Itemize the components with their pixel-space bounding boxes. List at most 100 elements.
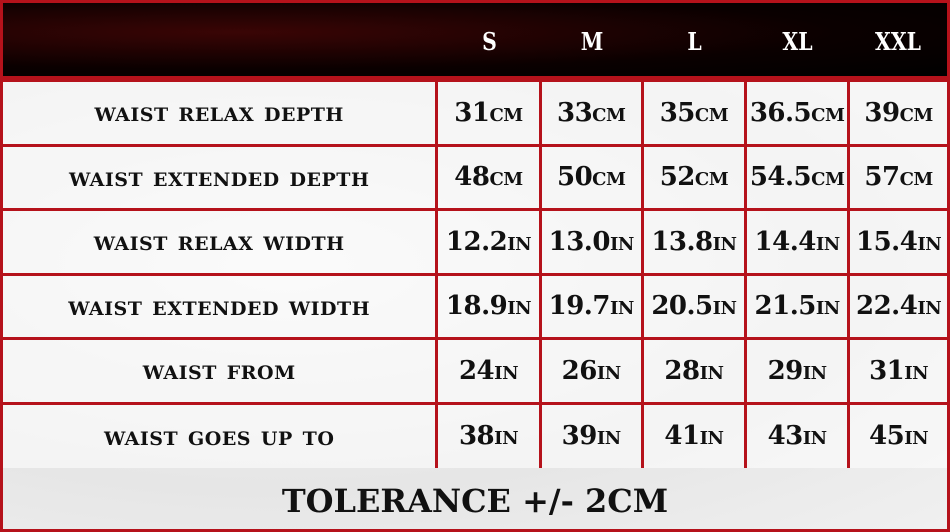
value-unit: cm (592, 104, 626, 126)
value-number: 33 (556, 97, 593, 128)
value-number: 18.9 (445, 291, 508, 322)
value-number: 19.7 (548, 291, 611, 322)
value-number: 13.8 (651, 226, 713, 257)
size-value-cell: 35cm (640, 79, 748, 147)
value-unit: cm (694, 104, 729, 126)
value-unit: cm (694, 169, 729, 191)
row-label: WAIST GOES UP TO (3, 401, 439, 468)
size-value-cell: 21.5in (744, 272, 851, 340)
value-number: 12.2 (445, 226, 508, 257)
size-value-cell: 15.4in (847, 208, 947, 276)
size-value-cell: 14.4in (744, 208, 851, 276)
size-value-cell: 45in (847, 401, 947, 468)
table-row: WAIST EXTENDED DEPTH 48cm 50cm 52cm 54.5cm 57… (3, 143, 947, 211)
value-number: 28 (664, 355, 700, 386)
size-value-cell: 31in (847, 337, 947, 405)
value-number: 31 (454, 97, 490, 128)
value-number: 20.5 (651, 291, 713, 322)
value-number: 36.5 (749, 97, 812, 128)
value-number: 26 (561, 355, 598, 386)
size-header: S M L XL XXL (3, 3, 947, 79)
value-unit: in (699, 428, 724, 449)
size-header-xxl: XXL (874, 26, 922, 56)
size-value-cell: 13.0in (538, 208, 644, 276)
table-row: WAIST RELAX DEPTH 31cm 33cm 35cm 36.5cm 39cm (3, 79, 947, 147)
row-label: WAIST EXTENDED DEPTH (3, 143, 439, 211)
value-number: 43 (767, 421, 804, 451)
size-value-cell: 33cm (538, 79, 644, 147)
value-unit: cm (899, 104, 934, 126)
table-row: WAIST EXTENDED WIDTH 18.9in 19.7in 20.5in 21… (3, 272, 947, 340)
value-unit: in (904, 428, 929, 449)
value-unit: in (917, 298, 942, 320)
value-number: 31 (869, 355, 905, 386)
value-unit: cm (592, 169, 626, 191)
value-unit: cm (811, 169, 845, 191)
size-header-s: S (482, 26, 497, 56)
value-unit: cm (811, 104, 845, 126)
value-number: 39 (561, 421, 598, 451)
size-value-cell: 50cm (538, 143, 644, 211)
value-unit: in (596, 362, 621, 384)
value-number: 54.5 (749, 162, 812, 193)
value-unit: in (507, 233, 532, 255)
size-header-xl: XL (782, 26, 813, 56)
value-unit: in (609, 233, 634, 255)
value-number: 45 (869, 421, 905, 451)
table-row: WAIST FROM 24in 26in 28in 29in 31in (3, 337, 947, 405)
size-value-cell: 18.9in (435, 272, 542, 340)
row-label: WAIST EXTENDED WIDTH (3, 272, 439, 340)
value-unit: in (609, 298, 634, 320)
size-value-cell: 29in (744, 337, 851, 405)
value-unit: in (802, 428, 827, 449)
size-value-cell: 26in (538, 337, 644, 405)
value-number: 21.5 (754, 291, 817, 322)
value-unit: in (494, 428, 519, 449)
value-unit: cm (489, 169, 523, 191)
value-unit: in (802, 362, 827, 384)
size-value-cell: 57cm (847, 143, 947, 211)
value-number: 39 (864, 97, 900, 128)
value-unit: in (917, 233, 942, 255)
value-unit: in (494, 362, 519, 384)
value-number: 38 (458, 421, 495, 451)
value-unit: in (712, 298, 737, 320)
size-value-cell: 28in (640, 337, 748, 405)
size-value-cell: 48cm (435, 143, 542, 211)
value-unit: in (596, 428, 621, 449)
size-value-cell: 22.4in (847, 272, 947, 340)
size-value-cell: 36.5cm (744, 79, 851, 147)
value-number: 14.4 (754, 226, 817, 257)
size-header-l: L (687, 26, 702, 56)
value-number: 15.4 (856, 226, 918, 257)
size-value-cell: 41in (640, 401, 748, 468)
row-label: WAIST RELAX WIDTH (3, 208, 439, 276)
value-unit: in (904, 362, 929, 384)
size-value-cell: 39cm (847, 79, 947, 147)
value-number: 24 (458, 355, 495, 386)
size-value-cell: 24in (435, 337, 542, 405)
size-value-cell: 38in (435, 401, 542, 468)
size-value-cell: 52cm (640, 143, 748, 211)
value-unit: cm (899, 169, 934, 191)
value-number: 29 (767, 355, 804, 386)
value-number: 57 (864, 162, 900, 193)
value-unit: in (815, 233, 840, 255)
value-unit: cm (489, 104, 523, 126)
value-number: 35 (659, 97, 696, 128)
value-unit: in (712, 233, 737, 255)
row-label: WAIST RELAX DEPTH (3, 79, 439, 147)
value-number: 50 (556, 162, 593, 193)
size-value-cell: 39in (538, 401, 644, 468)
size-table: WAIST RELAX DEPTH 31cm 33cm 35cm 36.5cm 39cm W… (3, 79, 947, 468)
value-unit: in (815, 298, 840, 320)
size-value-cell: 20.5in (640, 272, 748, 340)
table-row: WAIST RELAX WIDTH 12.2in 13.0in 13.8in 14.4i… (3, 208, 947, 276)
size-header-m: M (580, 26, 604, 56)
value-unit: in (699, 362, 724, 384)
size-value-cell: 54.5cm (744, 143, 851, 211)
value-number: 22.4 (856, 291, 918, 322)
size-value-cell: 12.2in (435, 208, 542, 276)
row-label: WAIST FROM (3, 337, 439, 405)
value-number: 41 (664, 421, 700, 451)
